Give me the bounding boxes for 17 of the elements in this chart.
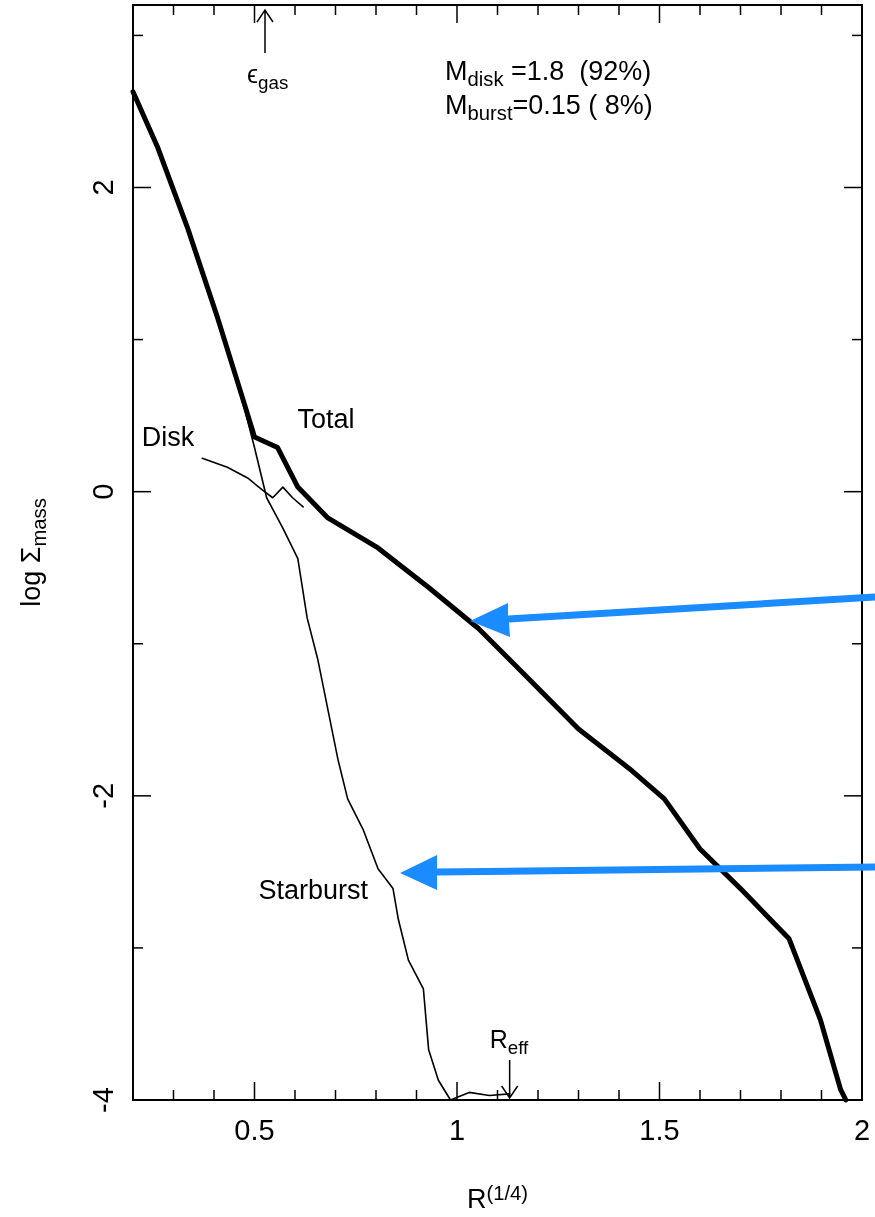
line-series bbox=[201, 457, 304, 508]
x-tick-label: 2 bbox=[853, 1114, 871, 1146]
x-tick-label: 1 bbox=[448, 1114, 466, 1146]
y-tick-label: 0 bbox=[87, 483, 119, 500]
x-tick-label: 1.5 bbox=[639, 1114, 680, 1146]
series-label: Total bbox=[297, 403, 355, 434]
annotation: M$_{disk}$ =1.8 (92%) bbox=[445, 56, 652, 90]
y-tick-label: 2 bbox=[87, 179, 119, 196]
annotation: ϵ$_{gas}$ bbox=[247, 60, 289, 93]
x-axis-title: R$^{(1/4)}$ bbox=[466, 1182, 529, 1214]
series-label: Disk bbox=[141, 422, 195, 453]
y-tick-label: -4 bbox=[87, 1087, 119, 1113]
series-label: Starburst bbox=[258, 874, 369, 905]
annotation: M$_{burst}$=0.15 ( 8%) bbox=[445, 90, 653, 124]
x-tick-label: 0.5 bbox=[234, 1114, 275, 1146]
annotation: R$_{eff}$ bbox=[489, 1025, 530, 1058]
y-tick-label: -2 bbox=[87, 782, 119, 809]
